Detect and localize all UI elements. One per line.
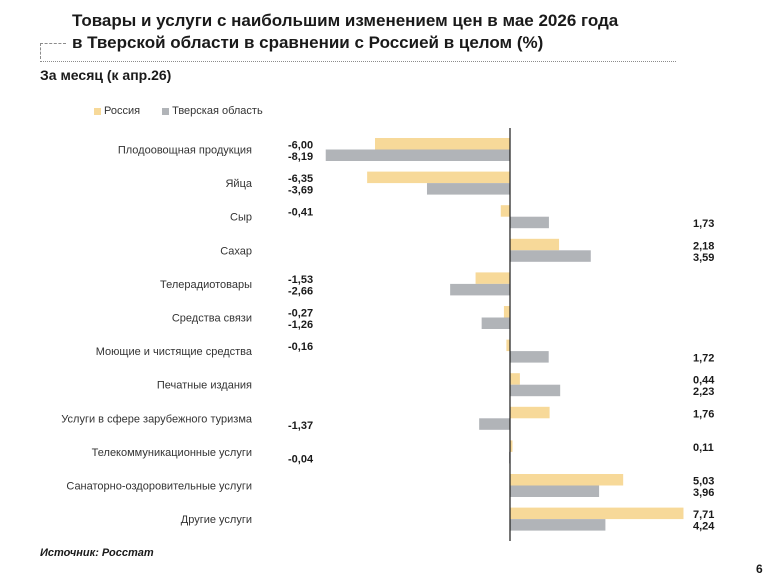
data-label-russia: -0,41 — [288, 207, 313, 219]
category-label: Санаторно-оздоровительные услуги — [66, 481, 252, 493]
bar-russia — [510, 440, 513, 452]
bar-tver — [426, 183, 510, 195]
category-label: Печатные издания — [157, 380, 252, 392]
data-label-tver: -1,26 — [288, 319, 313, 331]
bar-tver — [510, 216, 549, 229]
bar-russia — [367, 171, 510, 184]
source-note: Источник: Росстат — [40, 547, 154, 559]
bar-russia — [510, 507, 684, 520]
legend-item-russia: Россия — [94, 105, 140, 117]
data-label-russia: 5,03 — [693, 476, 714, 488]
data-label-tver: 1,73 — [693, 218, 714, 230]
title-marker-vertical — [40, 43, 41, 59]
data-label-russia: -0,27 — [288, 308, 313, 320]
category-label: Услуги в сфере зарубежного туризма — [61, 413, 253, 425]
category-label: Сыр — [230, 212, 252, 224]
title-divider — [40, 61, 676, 62]
category-label: Плодоовощная продукция — [118, 145, 252, 157]
chart-title-line-2: в Тверской области в сравнении с Россией… — [72, 33, 544, 52]
bar-russia — [475, 272, 510, 284]
bar-tver — [510, 384, 561, 397]
data-label-russia: 0,11 — [693, 442, 714, 454]
chart-title: Товары и услуги с наибольшим изменением … — [72, 10, 712, 54]
data-label-tver: 3,59 — [693, 252, 714, 264]
data-label-tver: 3,96 — [693, 487, 714, 499]
legend-label-russia: Россия — [104, 105, 141, 117]
legend-swatch-russia — [94, 107, 101, 115]
source-label: Источник: — [40, 547, 99, 559]
data-label-tver: -3,69 — [288, 185, 313, 197]
data-label-tver: -0,04 — [288, 453, 314, 465]
bar-russia — [375, 138, 510, 150]
bar-tver — [510, 250, 591, 262]
data-label-russia: -6,00 — [288, 140, 313, 152]
bar-russia — [503, 306, 510, 318]
bar-tver — [510, 519, 606, 531]
category-label: Яйца — [225, 178, 252, 190]
data-label-russia: -1,53 — [288, 274, 313, 286]
category-label: Средства связи — [172, 313, 252, 325]
category-label: Телерадиотовары — [160, 279, 252, 291]
bar-russia — [500, 205, 510, 217]
bar-russia — [510, 474, 624, 486]
chart-title-line-1: Товары и услуги с наибольшим изменением … — [72, 11, 619, 30]
category-label: Телекоммуникационные услуги — [92, 447, 252, 459]
data-label-tver: 2,23 — [693, 386, 714, 398]
data-label-russia: 0,44 — [693, 375, 715, 387]
bar-russia — [510, 406, 550, 419]
bar-tver — [450, 283, 510, 296]
data-label-russia: 2,18 — [693, 240, 714, 252]
bar-russia — [510, 238, 560, 251]
chart-legend: Россия Тверская область — [94, 105, 285, 117]
chart-subtitle: За месяц (к апр.26) — [40, 67, 172, 83]
data-label-tver: 1,72 — [693, 353, 714, 365]
legend-swatch-tver — [162, 107, 170, 115]
data-label-tver: -2,66 — [288, 285, 313, 297]
data-label-tver: -1,37 — [288, 420, 313, 432]
category-label: Моющие и чистящие средства — [96, 346, 253, 358]
legend-label-tver: Тверская область — [172, 105, 263, 117]
page-number: 6 — [756, 562, 763, 576]
bar-tver — [510, 351, 549, 363]
data-label-russia: -6,35 — [288, 173, 313, 185]
bar-russia — [510, 373, 520, 385]
bar-tver — [325, 149, 510, 161]
bar-russia — [506, 339, 510, 352]
category-label: Другие услуги — [181, 514, 252, 526]
source-value: Росстат — [101, 547, 154, 559]
data-label-russia: 1,76 — [693, 408, 714, 420]
bar-tver — [510, 485, 600, 497]
bar-tver — [479, 418, 510, 430]
data-label-russia: -0,16 — [288, 341, 313, 353]
data-label-tver: -8,19 — [288, 151, 313, 163]
legend-item-tver: Тверская область — [162, 105, 263, 117]
bar-tver — [481, 317, 510, 329]
data-label-tver: 4,24 — [693, 521, 715, 533]
category-label: Сахар — [220, 245, 252, 257]
title-marker-horizontal — [40, 43, 66, 44]
data-label-russia: 7,71 — [693, 509, 714, 521]
